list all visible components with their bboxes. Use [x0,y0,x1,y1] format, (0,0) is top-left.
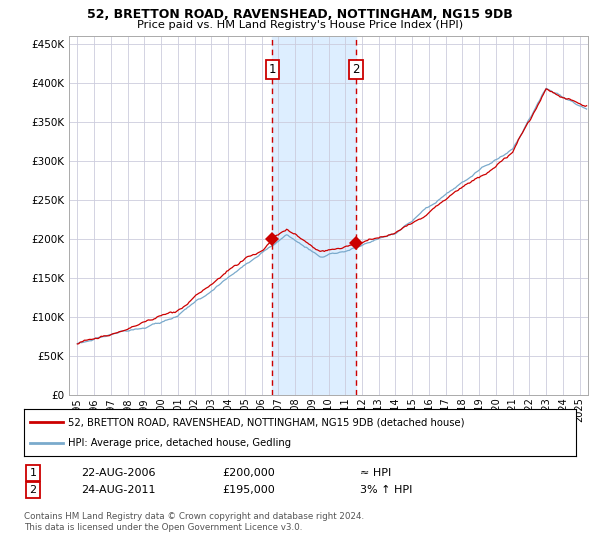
Text: 2: 2 [29,485,37,495]
Text: 52, BRETTON ROAD, RAVENSHEAD, NOTTINGHAM, NG15 9DB: 52, BRETTON ROAD, RAVENSHEAD, NOTTINGHAM… [87,8,513,21]
Text: 2: 2 [352,63,360,76]
Text: 3% ↑ HPI: 3% ↑ HPI [360,485,412,495]
Text: 1: 1 [269,63,276,76]
Text: 24-AUG-2011: 24-AUG-2011 [81,485,155,495]
Text: Price paid vs. HM Land Registry's House Price Index (HPI): Price paid vs. HM Land Registry's House … [137,20,463,30]
Text: £195,000: £195,000 [222,485,275,495]
Text: 52, BRETTON ROAD, RAVENSHEAD, NOTTINGHAM, NG15 9DB (detached house): 52, BRETTON ROAD, RAVENSHEAD, NOTTINGHAM… [68,417,464,427]
Text: Contains HM Land Registry data © Crown copyright and database right 2024.
This d: Contains HM Land Registry data © Crown c… [24,512,364,532]
Text: HPI: Average price, detached house, Gedling: HPI: Average price, detached house, Gedl… [68,438,291,448]
Bar [272,36,356,395]
Text: ≈ HPI: ≈ HPI [360,468,391,478]
Text: 1: 1 [29,468,37,478]
Text: 22-AUG-2006: 22-AUG-2006 [81,468,155,478]
Text: £200,000: £200,000 [222,468,275,478]
